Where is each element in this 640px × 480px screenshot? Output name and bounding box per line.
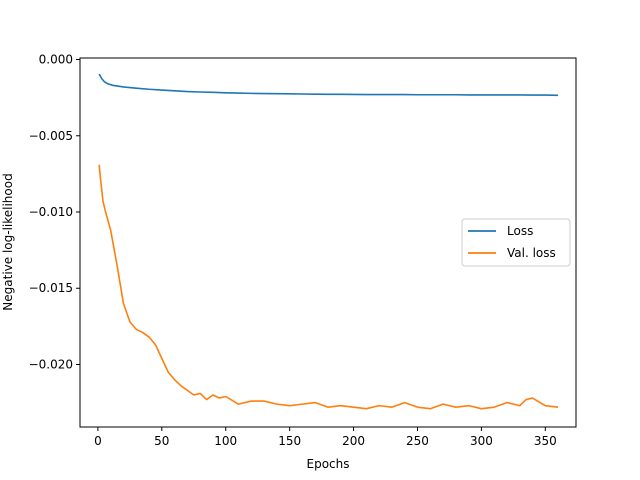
x-tick-label: 150 [278, 434, 301, 448]
x-tick-label: 200 [342, 434, 365, 448]
x-tick-label: 0 [94, 434, 102, 448]
legend-label: Val. loss [507, 246, 556, 260]
x-tick-label: 300 [470, 434, 493, 448]
series-line-0 [98, 73, 559, 97]
y-tick-label: −0.010 [29, 205, 73, 219]
y-axis: 0.000 −0.005 −0.010 −0.015 −0.020 [29, 53, 80, 371]
y-tick-label: −0.015 [29, 281, 73, 295]
x-tick-label: 50 [154, 434, 169, 448]
legend-label: Loss [507, 224, 533, 238]
y-axis-label: Negative log-likelihood [1, 173, 15, 310]
plot-frame [79, 57, 577, 428]
x-tick-label: 100 [214, 434, 237, 448]
series-lines [98, 73, 559, 410]
y-tick-label: −0.005 [29, 129, 73, 143]
x-axis: 0 50 100 150 200 250 300 350 [94, 427, 557, 448]
x-axis-label: Epochs [307, 457, 350, 471]
x-tick-label: 250 [406, 434, 429, 448]
y-tick-label: 0.000 [39, 53, 73, 67]
legend: Loss Val. loss [461, 218, 571, 267]
series-line-1 [98, 164, 559, 410]
x-tick-label: 350 [534, 434, 557, 448]
y-tick-label: −0.020 [29, 357, 73, 371]
